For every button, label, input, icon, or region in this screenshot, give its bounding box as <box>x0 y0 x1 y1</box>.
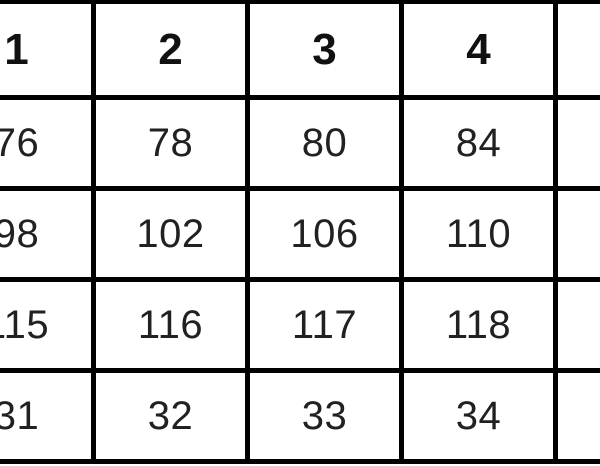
table-cell-r1c3: 80 <box>250 100 399 186</box>
table-cell-r4c4: 34 <box>404 373 553 459</box>
table-cell-r2c1: 98 <box>0 191 91 277</box>
table-cell-r3c2: 116 <box>96 282 245 368</box>
table-cell-r3c3: 117 <box>250 282 399 368</box>
table-cell-r2c5 <box>558 191 600 277</box>
table-cell-r2c4: 110 <box>404 191 553 277</box>
table-cell-r1c1: 76 <box>0 100 91 186</box>
table-cell-r4c1: 31 <box>0 373 91 459</box>
column-header-3: 3 <box>250 4 399 95</box>
column-header-1: 1 <box>0 4 91 95</box>
table-cell-r1c5 <box>558 100 600 186</box>
column-header-4: 4 <box>404 4 553 95</box>
table-cell-r3c4: 118 <box>404 282 553 368</box>
table-cell-r1c2: 78 <box>96 100 245 186</box>
column-header-2: 2 <box>96 4 245 95</box>
table-cell-r3c5 <box>558 282 600 368</box>
table-cell-r4c5 <box>558 373 600 459</box>
table-cell-r2c3: 106 <box>250 191 399 277</box>
table-cell-r4c3: 33 <box>250 373 399 459</box>
table-cell-r4c2: 32 <box>96 373 245 459</box>
column-header-5 <box>558 4 600 95</box>
table-cell-r3c1: 115 <box>0 282 91 368</box>
table-cell-r1c4: 84 <box>404 100 553 186</box>
table-cell-r2c2: 102 <box>96 191 245 277</box>
